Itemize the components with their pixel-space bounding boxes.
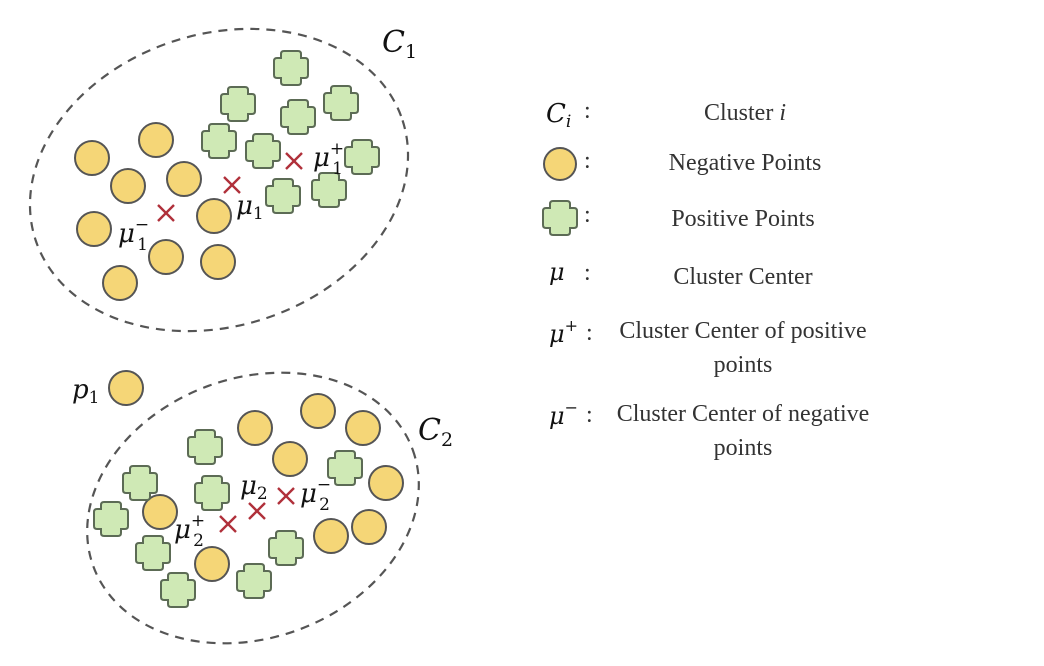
legend-negative-text: Negative Points	[669, 150, 822, 176]
cluster-1-label: C1	[382, 25, 417, 63]
legend-mu-symbol: μ	[549, 258, 565, 286]
legend-positive-text: Positive Points	[671, 206, 814, 232]
positive-point	[327, 450, 363, 486]
positive-point	[201, 123, 237, 159]
outlier-label: p1	[72, 375, 99, 408]
positive-point	[187, 429, 223, 465]
legend: Ci : Cluster i : Negative Points : Posit…	[542, 98, 870, 461]
positive-point	[245, 133, 281, 169]
positive-point	[135, 535, 171, 571]
legend-ci-symbol: Ci	[546, 99, 571, 132]
negative-point	[110, 168, 146, 204]
negative-point	[368, 465, 404, 501]
mu2-minus-label: μ− 2	[300, 475, 331, 515]
legend-mu-plus-text-line1: Cluster Center of positive	[619, 318, 866, 344]
outlier-negative-point	[108, 370, 144, 406]
negative-point	[142, 494, 178, 530]
positive-point	[268, 530, 304, 566]
legend-mu-plus-text-line2: points	[714, 352, 773, 378]
positive-point	[122, 465, 158, 501]
positive-point	[280, 99, 316, 135]
points-layer	[74, 50, 404, 608]
mu2-plus-marker	[219, 515, 237, 533]
negative-point	[272, 441, 308, 477]
negative-point	[194, 546, 230, 582]
negative-point	[76, 211, 112, 247]
legend-positive-icon	[542, 200, 578, 236]
negative-point	[166, 161, 202, 197]
negative-point	[74, 140, 110, 176]
mu2-minus-marker	[277, 487, 295, 505]
legend-ci-text: Cluster i	[704, 100, 786, 126]
mu2-label: μ2	[240, 471, 268, 504]
positive-point	[265, 178, 301, 214]
positive-point	[323, 85, 359, 121]
mu2-plus-label: μ+ 2	[174, 511, 205, 551]
legend-mu-minus-colon: :	[586, 402, 593, 428]
positive-point	[93, 501, 129, 537]
negative-point	[196, 198, 232, 234]
negative-point	[351, 509, 387, 545]
mu1-plus-label: μ+ 1	[313, 139, 344, 179]
legend-mu-colon: :	[584, 260, 591, 286]
positive-point	[160, 572, 196, 608]
mu1-plus-marker	[285, 152, 303, 170]
mu2-marker	[248, 502, 266, 520]
negative-point	[300, 393, 336, 429]
cluster-1-boundary	[28, 27, 410, 333]
legend-mu-plus-symbol: μ+	[549, 316, 578, 348]
positive-point	[220, 86, 256, 122]
negative-point	[345, 410, 381, 446]
positive-point	[236, 563, 272, 599]
negative-point	[148, 239, 184, 275]
negative-point	[138, 122, 174, 158]
cluster-2-label: C2	[418, 413, 453, 451]
centers-layer	[157, 152, 303, 533]
mu1-minus-marker	[157, 204, 175, 222]
negative-point	[237, 410, 273, 446]
legend-mu-plus-colon: :	[586, 320, 593, 346]
legend-mu-minus-text-line1: Cluster Center of negative	[617, 401, 870, 427]
legend-ci-colon: :	[584, 98, 591, 124]
negative-point	[102, 265, 138, 301]
positive-point	[194, 475, 230, 511]
legend-negative-icon	[543, 147, 577, 181]
positive-point	[273, 50, 309, 86]
negative-point	[200, 244, 236, 280]
mu1-minus-label: μ− 1	[118, 215, 149, 255]
legend-mu-minus-text-line2: points	[714, 435, 773, 461]
legend-positive-colon: :	[584, 202, 591, 228]
negative-point	[313, 518, 349, 554]
mu1-label: μ1	[236, 191, 264, 224]
legend-mu-text: Cluster Center	[673, 264, 812, 290]
legend-mu-minus-symbol: μ−	[549, 398, 578, 430]
positive-point	[344, 139, 380, 175]
legend-negative-colon: :	[584, 148, 591, 174]
mu1-marker	[223, 176, 241, 194]
cluster-2-boundary	[86, 371, 420, 645]
